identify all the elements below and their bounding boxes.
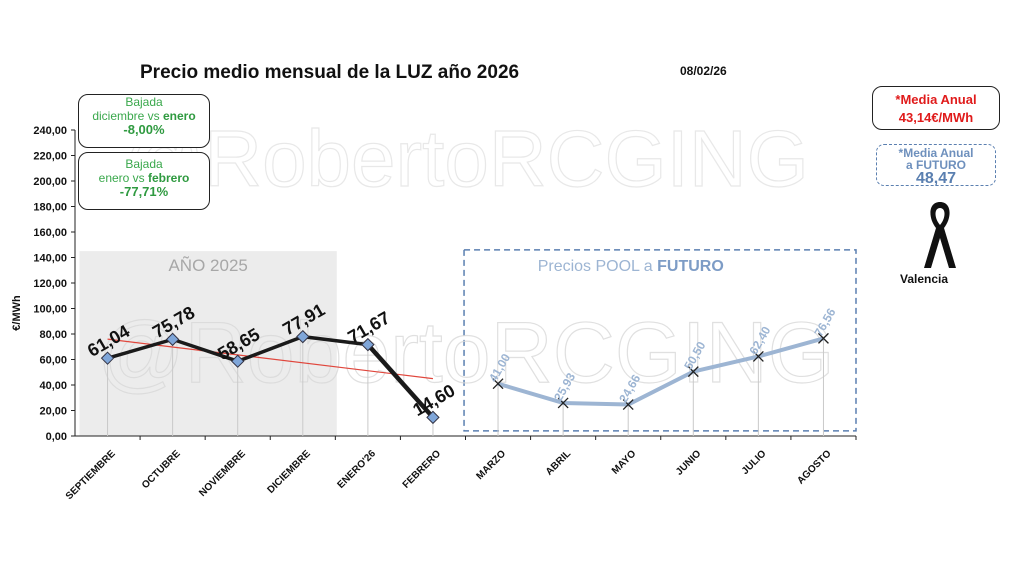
drop-box-jan-feb: Bajada enero vs febrero -77,71% [78,152,210,210]
x-tick-label: ENERO'26 [336,448,379,491]
y-tick-label: 100,00 [33,304,67,316]
y-tick-label: 40,00 [39,380,67,392]
x-tick-label: JUNIO [674,448,704,478]
drop-box-dec-jan: Bajada diciembre vs enero -8,00% [78,94,210,148]
y-tick-label: 240,00 [33,125,67,137]
trend-line [107,338,434,380]
date-label: 08/02/26 [680,64,727,78]
valencia-label: Valencia [900,272,949,286]
chart-title: Precio medio mensual de la LUZ año 2026 [140,62,520,83]
actual-point [165,332,180,347]
actual-series-line-last [366,343,435,419]
x-tick-label: SEPTIEMBRE [64,448,118,502]
drop-box-2-line2a: enero vs [98,171,148,185]
future-point [622,399,634,411]
media-anual-label: *Media Anual [895,92,977,107]
future-point [817,332,829,344]
x-tick-label: FEBRERO [401,448,444,491]
media-anual-box: *Media Anual 43,14€/MWh [872,86,1000,130]
y-axis-label: €/MWh [11,295,23,331]
y-tick-label: 120,00 [33,278,67,290]
future-series-line [497,336,824,407]
actual-point [100,351,115,365]
y-tick-label: 60,00 [39,355,67,367]
media-futuro-label2: a FUTURO [906,158,966,172]
x-tick-label: MAYO [610,448,638,476]
x-tick-label: ABRIL [544,448,573,477]
drop-box-1-line2a: diciembre vs [92,109,163,123]
media-futuro-box: *Media Anual a FUTURO 48,47 [876,144,996,187]
future-region-label: Precios POOL a FUTURO [538,258,724,275]
y-tick-label: 180,00 [33,202,67,214]
y-tick-label: 160,00 [33,227,67,239]
y-tick-label: 80,00 [39,329,67,341]
future-point [492,378,504,390]
future-point [687,366,699,378]
media-futuro-value: 48,47 [915,170,957,187]
future-point [752,350,764,362]
x-tick-label: OCTUBRE [140,448,183,491]
y-tick-label: 20,00 [39,406,67,418]
y-tick-label: 220,00 [33,151,67,163]
drop-box-2-pct: -77,71% [119,184,169,199]
drop-box-2-line2b: febrero [148,171,190,185]
past-region-label: AÑO 2025 [168,256,247,275]
x-tick-label: MARZO [474,448,508,482]
media-anual-value: 43,14€/MWh [898,110,974,125]
drop-box-2-line1: Bajada [125,157,163,171]
y-tick-label: 200,00 [33,176,67,188]
x-tick-label: JULIO [740,448,769,477]
drop-box-1-line2b: enero [163,109,196,123]
watermark-top: @RobertoRCGING [123,114,809,203]
y-tick-label: 140,00 [33,253,67,265]
actual-point [231,354,245,368]
x-tick-label: DICIEMBRE [265,448,313,496]
actual-point [361,337,375,352]
y-tick-label: 0,00 [46,431,67,443]
future-point [557,397,569,409]
future-region [463,249,857,432]
actual-point [296,329,310,344]
media-futuro-label: *Media Anual [898,146,974,160]
x-tick-label: AGOSTO [795,448,833,486]
actual-point [426,410,440,425]
past-region [79,251,337,436]
drop-box-1-line1: Bajada [125,95,163,109]
mourning-ribbon-icon [924,202,956,268]
x-tick-label: NOVIEMBRE [197,448,248,499]
drop-box-1-pct: -8,00% [123,122,165,137]
